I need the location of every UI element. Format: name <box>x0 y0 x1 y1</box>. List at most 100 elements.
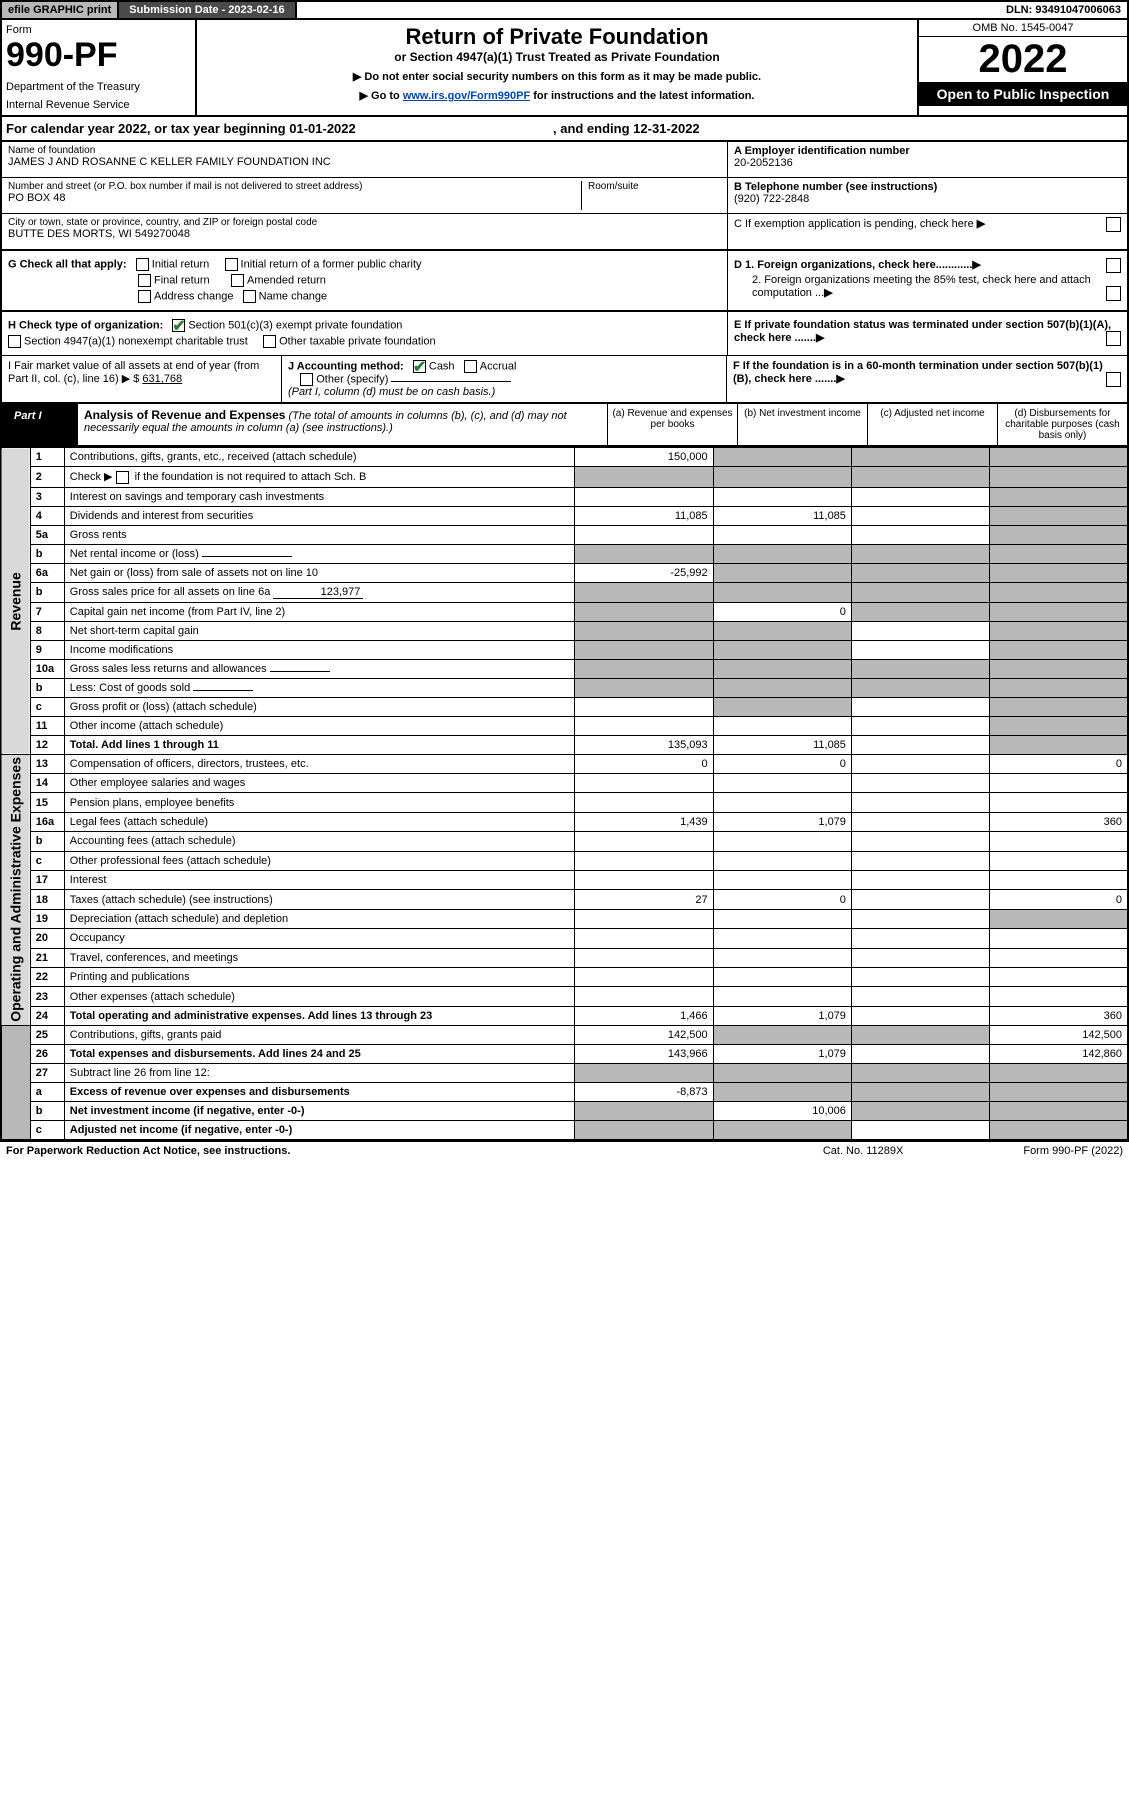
lineno: 5a <box>30 525 64 544</box>
ein-cell: A Employer identification number 20-2052… <box>728 142 1127 178</box>
l6b-desc: Gross sales price for all assets on line… <box>70 586 271 598</box>
col-c-header: (c) Adjusted net income <box>867 404 997 445</box>
h-other-checkbox[interactable] <box>263 335 276 348</box>
omb-number: OMB No. 1545-0047 <box>919 20 1127 37</box>
amended-return-checkbox[interactable] <box>231 274 244 287</box>
h-4947-checkbox[interactable] <box>8 335 21 348</box>
ein-label: A Employer identification number <box>734 145 1121 157</box>
table-row: aExcess of revenue over expenses and dis… <box>1 1083 1128 1102</box>
irs-link[interactable]: www.irs.gov/Form990PF <box>403 90 530 102</box>
j-accrual-checkbox[interactable] <box>464 360 477 373</box>
initial-former-checkbox[interactable] <box>225 258 238 271</box>
lineno: 7 <box>30 602 64 621</box>
table-row: 14Other employee salaries and wages <box>1 774 1128 793</box>
h-other-label: Other taxable private foundation <box>279 335 436 347</box>
table-row: 18Taxes (attach schedule) (see instructi… <box>1 890 1128 909</box>
col-a-header: (a) Revenue and expenses per books <box>607 404 737 445</box>
d2-label: 2. Foreign organizations meeting the 85%… <box>752 274 1091 299</box>
d1-label: D 1. Foreign organizations, check here..… <box>734 259 972 271</box>
e-label: E If private foundation status was termi… <box>734 319 1111 344</box>
form-title: Return of Private Foundation <box>205 24 909 50</box>
lineno: 13 <box>30 754 64 773</box>
d1-checkbox[interactable] <box>1106 258 1121 273</box>
d2-checkbox[interactable] <box>1106 286 1121 301</box>
j-note: (Part I, column (d) must be on cash basi… <box>288 386 495 398</box>
name-change-checkbox[interactable] <box>243 290 256 303</box>
line-desc: Other employee salaries and wages <box>64 774 575 793</box>
line-desc: Net gain or (loss) from sale of assets n… <box>64 563 575 582</box>
caly-mid: , and ending <box>553 121 633 136</box>
table-row: cGross profit or (loss) (attach schedule… <box>1 697 1128 716</box>
j-other-checkbox[interactable] <box>300 373 313 386</box>
table-row: 5aGross rents <box>1 525 1128 544</box>
address-change-checkbox[interactable] <box>138 290 151 303</box>
c-checkbox[interactable] <box>1106 217 1121 232</box>
line-desc: Other expenses (attach schedule) <box>64 987 575 1006</box>
lineno: c <box>30 697 64 716</box>
line-desc: Pension plans, employee benefits <box>64 793 575 812</box>
table-row: 11Other income (attach schedule) <box>1 716 1128 735</box>
l5b-desc: Net rental income or (loss) <box>70 548 199 560</box>
addr-value: PO BOX 48 <box>8 192 581 204</box>
table-row: 4Dividends and interest from securities1… <box>1 506 1128 525</box>
table-row: b Net rental income or (loss) <box>1 544 1128 563</box>
e-checkbox[interactable] <box>1106 331 1121 346</box>
l10b-desc: Less: Cost of goods sold <box>70 682 190 694</box>
lineno: 9 <box>30 640 64 659</box>
amt-a: 1,439 <box>575 812 713 831</box>
tax-year: 2022 <box>919 37 1127 82</box>
table-row: 22Printing and publications <box>1 968 1128 987</box>
table-row: 24Total operating and administrative exp… <box>1 1006 1128 1026</box>
initial-return-checkbox[interactable] <box>136 258 149 271</box>
line-desc: Contributions, gifts, grants, etc., rece… <box>64 448 575 467</box>
lineno: 16a <box>30 812 64 831</box>
efile-print-button[interactable]: efile GRAPHIC print <box>2 2 119 18</box>
lineno: 3 <box>30 487 64 506</box>
table-row: 6aNet gain or (loss) from sale of assets… <box>1 563 1128 582</box>
schb-checkbox[interactable] <box>116 471 129 484</box>
lineno: 26 <box>30 1045 64 1064</box>
addr-label: Number and street (or P.O. box number if… <box>8 181 581 192</box>
table-row: 21Travel, conferences, and meetings <box>1 948 1128 967</box>
l2-post: if the foundation is not required to att… <box>135 471 367 483</box>
calendar-year-row: For calendar year 2022, or tax year begi… <box>0 117 1129 142</box>
i-value: 631,768 <box>142 373 182 385</box>
line-desc: Gross sales price for all assets on line… <box>64 582 575 602</box>
h-501c3-checkbox[interactable] <box>172 319 185 332</box>
lineno: c <box>30 851 64 870</box>
table-row: 7Capital gain net income (from Part IV, … <box>1 602 1128 621</box>
table-row: 17Interest <box>1 871 1128 890</box>
j-cash-checkbox[interactable] <box>413 360 426 373</box>
amt-b: 1,079 <box>713 1045 851 1064</box>
instr-pre: ▶ Go to <box>360 90 403 102</box>
g-label: G Check all that apply: <box>8 258 127 270</box>
h-label: H Check type of organization: <box>8 319 163 331</box>
line-desc: Taxes (attach schedule) (see instruction… <box>64 890 575 909</box>
lineno: 18 <box>30 890 64 909</box>
lineno: 25 <box>30 1026 64 1045</box>
amt-a: -25,992 <box>575 563 713 582</box>
final-return-label: Final return <box>154 274 210 286</box>
line-desc: Net short-term capital gain <box>64 621 575 640</box>
line-desc: Other income (attach schedule) <box>64 716 575 735</box>
line-desc: Accounting fees (attach schedule) <box>64 832 575 851</box>
amt-a: 142,500 <box>575 1026 713 1045</box>
amt-b: 0 <box>713 602 851 621</box>
check-g-d-row: G Check all that apply: Initial return I… <box>0 250 1129 311</box>
lineno: 20 <box>30 929 64 948</box>
line-desc: Total. Add lines 1 through 11 <box>64 735 575 754</box>
amt-d: 142,860 <box>990 1045 1128 1064</box>
table-row: 27Subtract line 26 from line 12: <box>1 1064 1128 1083</box>
f-checkbox[interactable] <box>1106 372 1121 387</box>
line-desc: Subtract line 26 from line 12: <box>64 1064 575 1083</box>
top-bar: efile GRAPHIC print Submission Date - 20… <box>0 0 1129 20</box>
l2-pre: Check ▶ <box>70 471 116 483</box>
form-footer-label: Form 990-PF (2022) <box>1023 1145 1123 1157</box>
amt-b: 11,085 <box>713 506 851 525</box>
lineno: 1 <box>30 448 64 467</box>
table-row: 26Total expenses and disbursements. Add … <box>1 1045 1128 1064</box>
opex-side-label: Operating and Administrative Expenses <box>1 754 30 1026</box>
cat-number: Cat. No. 11289X <box>823 1145 904 1157</box>
lineno: b <box>30 544 64 563</box>
final-return-checkbox[interactable] <box>138 274 151 287</box>
